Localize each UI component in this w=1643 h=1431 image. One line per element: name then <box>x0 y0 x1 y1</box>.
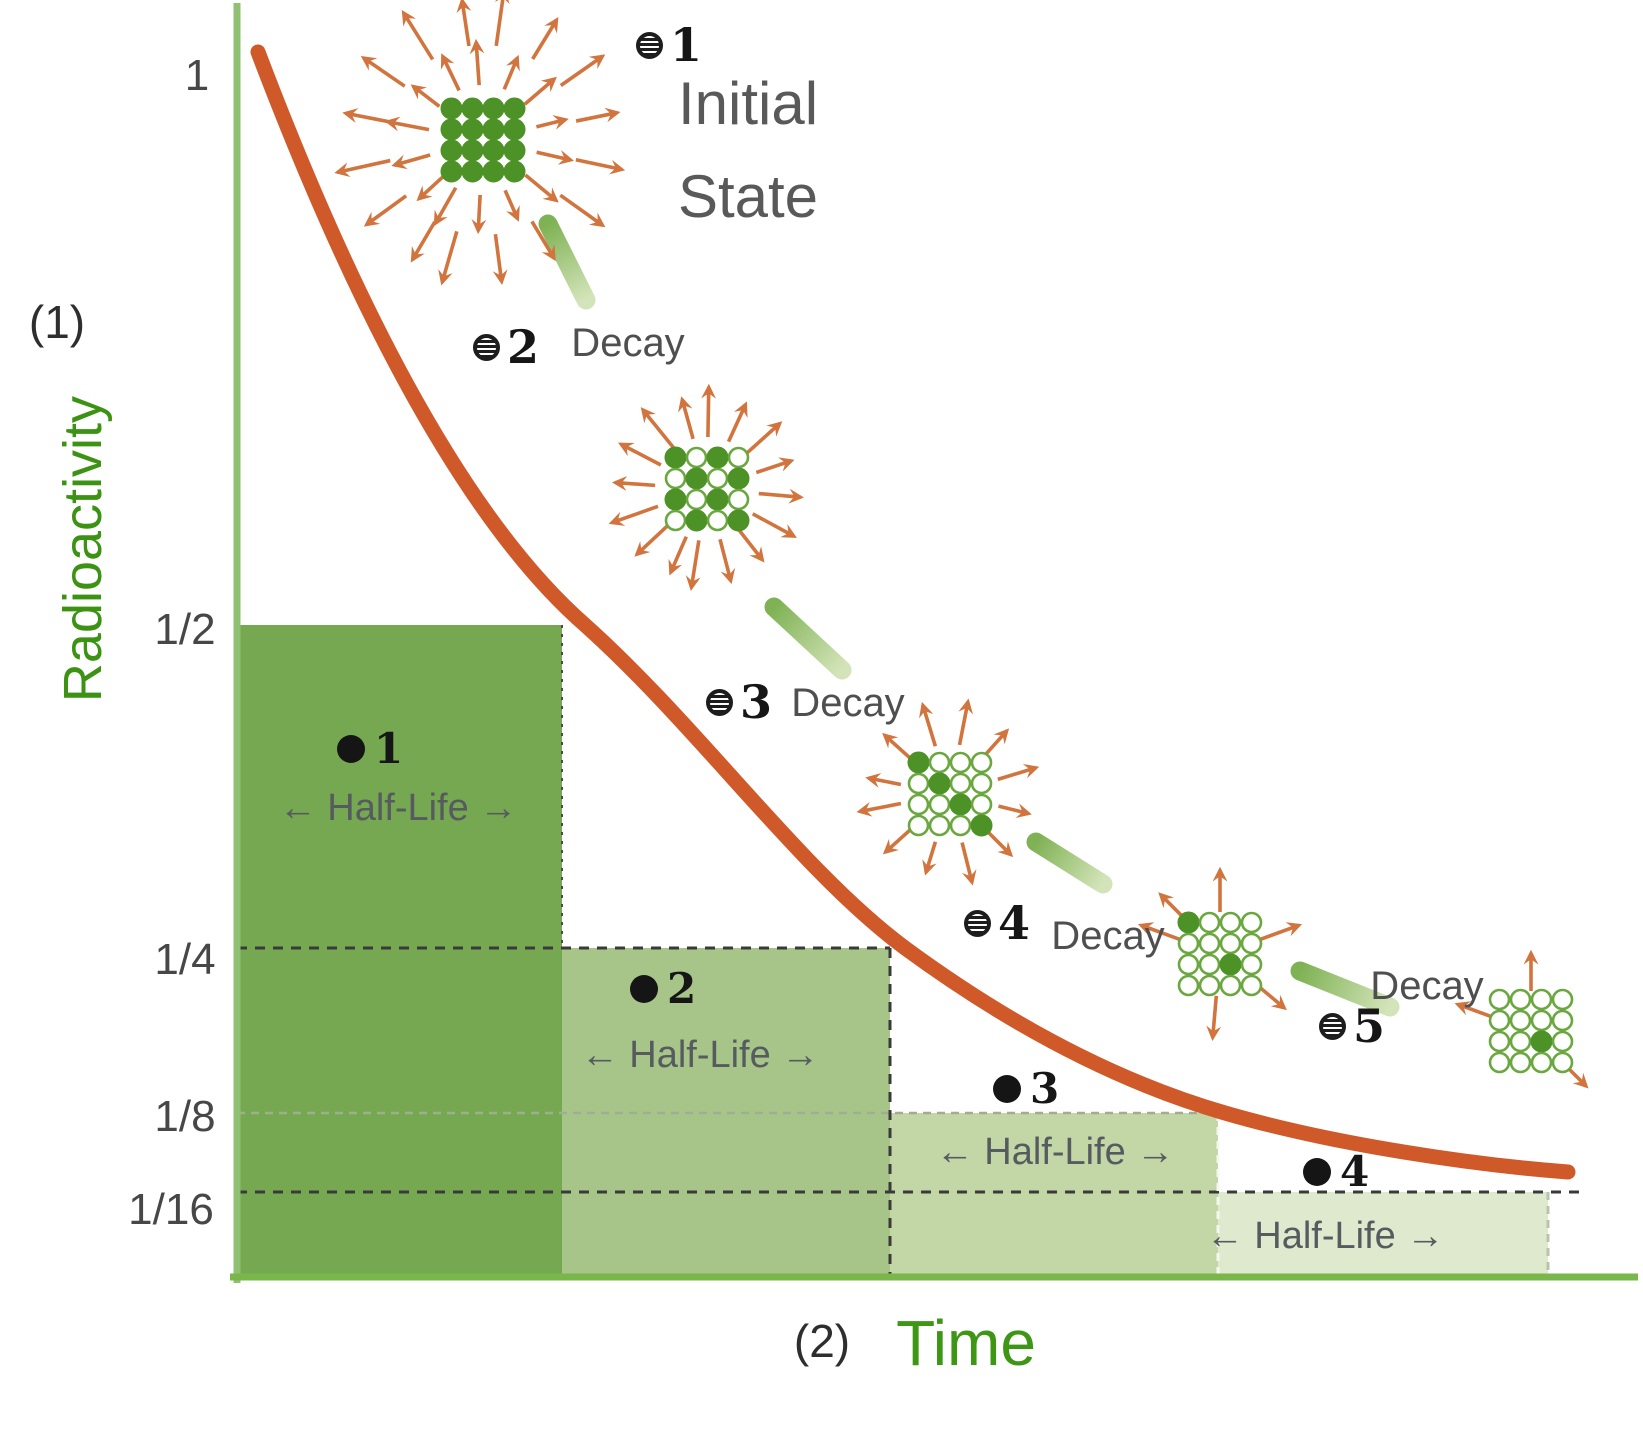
undecayed-atom <box>1219 953 1242 976</box>
decayed-atom <box>1177 974 1200 997</box>
decayed-atom <box>970 793 993 816</box>
halflife-bar-1 <box>237 625 562 1277</box>
decayed-atom <box>970 772 993 795</box>
decayed-atom <box>1240 932 1263 955</box>
halflife-bar-4 <box>1218 1192 1548 1277</box>
undecayed-atom <box>503 118 526 141</box>
undecayed-atom <box>928 772 951 795</box>
decayed-atom <box>1488 1030 1511 1053</box>
decayed-atom <box>685 488 708 511</box>
undecayed-atom <box>461 97 484 120</box>
decay-swoosh-arrow-4 <box>1290 961 1400 1017</box>
undecayed-atom <box>440 160 463 183</box>
undecayed-atom <box>440 139 463 162</box>
atom-cluster-5 <box>1454 949 1589 1089</box>
undecayed-atom <box>949 793 972 816</box>
undecayed-atom <box>706 488 729 511</box>
decayed-atom <box>685 446 708 469</box>
decayed-atom <box>727 488 750 511</box>
decayed-atom <box>1177 932 1200 955</box>
decayed-atom <box>1488 988 1511 1011</box>
undecayed-atom <box>440 97 463 120</box>
undecayed-atom <box>482 97 505 120</box>
decayed-atom <box>928 793 951 816</box>
undecayed-atom <box>461 160 484 183</box>
decayed-atom <box>1198 974 1221 997</box>
undecayed-atom <box>482 118 505 141</box>
halflife-bar-3 <box>890 1113 1218 1277</box>
decayed-atom <box>1219 911 1242 934</box>
decayed-atom <box>949 751 972 774</box>
undecayed-atom <box>685 467 708 490</box>
decayed-atom <box>1219 974 1242 997</box>
decay-curve <box>250 44 1576 1180</box>
undecayed-atom <box>907 751 930 774</box>
undecayed-atom <box>461 139 484 162</box>
decayed-atom <box>1240 911 1263 934</box>
decayed-atom <box>1177 953 1200 976</box>
atom-cluster-2 <box>608 383 804 592</box>
undecayed-atom <box>727 467 750 490</box>
undecayed-atom <box>503 97 526 120</box>
undecayed-atom <box>1177 911 1200 934</box>
undecayed-atom <box>503 160 526 183</box>
decayed-atom <box>1240 974 1263 997</box>
decayed-atom <box>907 814 930 837</box>
decayed-atom <box>928 814 951 837</box>
decayed-atom <box>706 509 729 532</box>
undecayed-atom <box>482 139 505 162</box>
decayed-atom <box>1551 988 1574 1011</box>
decayed-atom <box>664 509 687 532</box>
undecayed-atom <box>440 118 463 141</box>
decayed-atom <box>1530 1051 1553 1074</box>
undecayed-atom <box>482 160 505 183</box>
decayed-atom <box>1198 932 1221 955</box>
decayed-atom <box>1240 953 1263 976</box>
undecayed-atom <box>727 509 750 532</box>
decayed-atom <box>664 467 687 490</box>
undecayed-atom <box>503 139 526 162</box>
decayed-atom <box>1551 1051 1574 1074</box>
decayed-atom <box>1198 911 1221 934</box>
undecayed-atom <box>970 814 993 837</box>
decayed-atom <box>1219 932 1242 955</box>
undecayed-atom <box>664 446 687 469</box>
decayed-atom <box>1488 1009 1511 1032</box>
undecayed-atom <box>461 118 484 141</box>
undecayed-atom <box>1530 1030 1553 1053</box>
decayed-atom <box>949 814 972 837</box>
reference-gridlines <box>237 625 1585 1277</box>
decayed-atom <box>949 772 972 795</box>
atom-cluster-1 <box>334 0 626 286</box>
decay-swoosh-arrow-2 <box>764 597 852 680</box>
decayed-atom <box>1530 1009 1553 1032</box>
decayed-atom <box>706 467 729 490</box>
decayed-atom <box>907 793 930 816</box>
atom-cluster-4 <box>1137 866 1303 1041</box>
decayed-atom <box>1530 988 1553 1011</box>
halflife-bars <box>237 625 1548 1277</box>
undecayed-atom <box>664 488 687 511</box>
decayed-atom <box>928 751 951 774</box>
atom-cluster-3 <box>856 698 1040 886</box>
decayed-atom <box>1509 1030 1532 1053</box>
decay-swoosh-arrow-1 <box>538 214 596 310</box>
undecayed-atom <box>685 509 708 532</box>
decayed-atom <box>907 772 930 795</box>
decayed-atom <box>1509 1051 1532 1074</box>
decayed-atom <box>1509 988 1532 1011</box>
decayed-atom <box>1488 1051 1511 1074</box>
decay-swoosh-arrow-3 <box>1026 832 1113 894</box>
decayed-atom <box>727 446 750 469</box>
decayed-atom <box>970 751 993 774</box>
decayed-atom <box>1551 1030 1574 1053</box>
undecayed-atom <box>706 446 729 469</box>
decayed-atom <box>1551 1009 1574 1032</box>
decayed-atom <box>1198 953 1221 976</box>
decayed-atom <box>1509 1009 1532 1032</box>
